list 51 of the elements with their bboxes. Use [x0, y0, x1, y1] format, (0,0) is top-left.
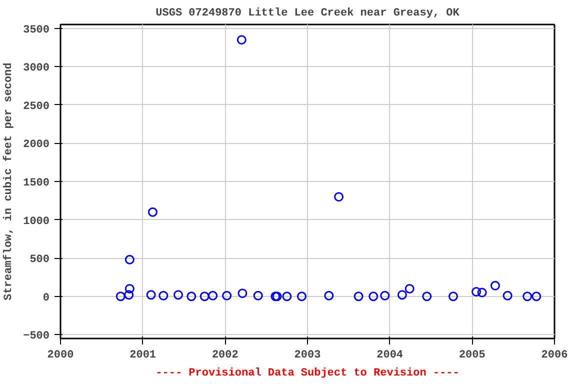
- point: [146, 290, 156, 300]
- y-tick-label: 500: [30, 254, 50, 266]
- point: [186, 292, 196, 302]
- y-tick-label: 2000: [23, 139, 50, 152]
- point: [490, 280, 500, 290]
- x-tick-label: 2002: [212, 350, 238, 362]
- point: [502, 290, 512, 300]
- point: [222, 290, 232, 300]
- x-tick-label: 2006: [541, 350, 568, 362]
- point: [324, 290, 334, 300]
- chart-title: USGS 07249870 Little Lee Creek near Greasy, OK: [156, 8, 460, 20]
- x-tick-label: 2003: [294, 350, 322, 362]
- point: [422, 292, 432, 302]
- point: [354, 292, 364, 302]
- point: [522, 292, 532, 302]
- point: [124, 284, 134, 294]
- point: [448, 292, 458, 302]
- point: [472, 287, 482, 297]
- point: [404, 284, 414, 294]
- x-tick-label: 2000: [47, 350, 74, 362]
- x-tick-label: 2005: [458, 350, 486, 362]
- point: [334, 192, 344, 202]
- point: [173, 290, 183, 300]
- y-tick-label: 1500: [23, 178, 50, 190]
- point: [116, 292, 126, 302]
- point: [296, 292, 306, 302]
- point: [158, 290, 168, 300]
- text: ---- Provisional Data Subject to Revision ----: [156, 368, 460, 380]
- point: [236, 35, 246, 45]
- point: [124, 254, 134, 264]
- point: [380, 290, 390, 300]
- point: [148, 207, 158, 217]
- point: [477, 288, 487, 298]
- y-tick-label: 2500: [23, 100, 50, 113]
- y-tick-label: 0: [42, 292, 50, 304]
- y-tick-label: −500: [23, 330, 50, 343]
- x-tick-label: 2001: [130, 350, 156, 362]
- point: [397, 290, 407, 300]
- point: [253, 290, 263, 300]
- y-axis-title: Streamflow, in cubic feet per second: [2, 62, 16, 300]
- x-tick-label: 2004: [376, 350, 404, 362]
- point: [532, 292, 542, 302]
- y-tick-label: 3000: [23, 62, 50, 75]
- y-tick-label: 3500: [23, 24, 50, 36]
- point: [200, 292, 210, 302]
- y-tick-label: 1000: [23, 216, 50, 228]
- point: [282, 292, 292, 302]
- point: [124, 290, 134, 300]
- point: [208, 290, 218, 300]
- point: [368, 292, 378, 302]
- point: [238, 288, 248, 298]
